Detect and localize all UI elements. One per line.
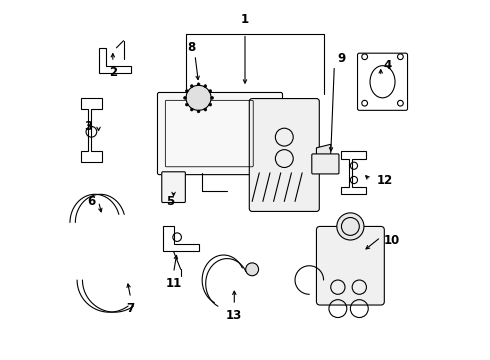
Text: 9: 9 [337, 52, 345, 65]
FancyBboxPatch shape [317, 226, 384, 305]
Text: 4: 4 [384, 59, 392, 72]
Text: 12: 12 [376, 174, 392, 186]
Circle shape [185, 103, 188, 106]
Circle shape [245, 263, 259, 276]
Text: 10: 10 [383, 234, 399, 247]
Circle shape [186, 85, 211, 111]
Text: 7: 7 [126, 302, 135, 315]
Text: 13: 13 [226, 309, 243, 322]
FancyBboxPatch shape [312, 154, 339, 174]
Circle shape [197, 110, 200, 113]
Circle shape [209, 103, 212, 106]
FancyBboxPatch shape [162, 172, 185, 203]
Text: 2: 2 [109, 66, 117, 79]
Text: 1: 1 [241, 13, 249, 26]
Circle shape [190, 108, 193, 111]
FancyBboxPatch shape [249, 99, 319, 211]
Text: 11: 11 [166, 277, 182, 290]
Text: 3: 3 [84, 120, 92, 133]
FancyBboxPatch shape [157, 93, 283, 175]
Text: 6: 6 [87, 195, 96, 208]
Circle shape [209, 90, 212, 93]
Circle shape [184, 96, 186, 99]
Circle shape [197, 83, 200, 86]
Circle shape [211, 96, 214, 99]
Circle shape [204, 85, 207, 87]
Circle shape [190, 85, 193, 87]
Text: 8: 8 [187, 41, 196, 54]
Circle shape [337, 213, 364, 240]
Circle shape [204, 108, 207, 111]
Polygon shape [317, 144, 331, 158]
Circle shape [185, 90, 188, 93]
Text: 5: 5 [166, 195, 174, 208]
